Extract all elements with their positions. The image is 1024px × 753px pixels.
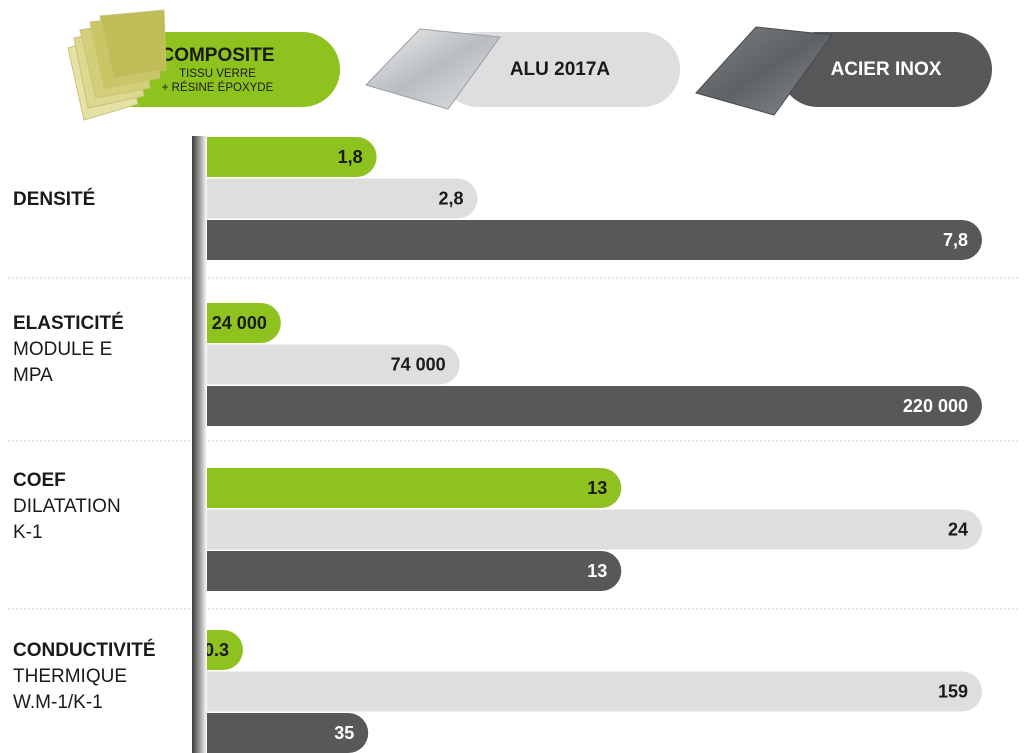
data-label-conductivite-alu: 159 [938,682,968,702]
row-label-title: COEF [13,470,66,491]
row-label-conductivite: CONDUCTIVITÉ THERMIQUE W.M-1/K-1 [13,638,156,716]
row-separator [8,608,1018,610]
bar-densite-alu [195,178,478,219]
bar-densite-composite [195,137,377,177]
row-label-line: MODULE E [13,339,113,360]
row-label-title: ELASTICITÉ [13,313,124,334]
axis-line [192,136,207,753]
data-label-densite-alu: 2,8 [438,189,463,209]
bar-conductivite-composite [195,630,243,670]
row-label-line: K-1 [13,522,43,543]
bar-coef-alu [195,509,983,550]
bar-conductivite-acier [195,713,369,753]
row-label-line: THERMIQUE [13,666,127,687]
row-separator [8,440,1018,442]
row-label-elasticite: ELASTICITÉ MODULE E MPA [13,311,124,389]
data-label-coef-acier: 13 [587,561,607,581]
data-label-densite-acier: 7,8 [943,230,968,250]
alu-sample-icon [365,28,501,110]
legend-composite-title: COMPOSITE [160,44,275,66]
acier-sample-icon [695,26,833,116]
legend-alu-title: ALU 2017A [509,58,611,80]
bar-elasticite-alu [195,344,460,385]
row-label-line: MPA [13,365,53,386]
bar-coef-composite [195,468,622,508]
row-label-line: W.M-1/K-1 [13,692,103,713]
bar-conductivite-alu [195,671,983,712]
data-label-elasticite-alu: 74 000 [391,355,446,375]
bar-coef-acier [195,551,622,591]
row-label-title: CONDUCTIVITÉ [13,640,156,661]
row-label-line: DILATATION [13,496,121,517]
data-label-elasticite-composite: 24 000 [212,313,267,333]
data-label-coef-composite: 13 [587,478,607,498]
data-label-densite-composite: 1,8 [338,147,363,167]
legend-acier-title: ACIER INOX [830,58,942,80]
data-label-conductivite-composite: 0.3 [204,640,229,660]
legend-composite-sub1: TISSU VERRE [179,67,256,80]
row-label-coef: COEF DILATATION K-1 [13,468,121,546]
bar-elasticite-composite [195,303,281,343]
composite-sample-icon [67,9,167,121]
data-label-conductivite-acier: 35 [334,723,354,743]
data-label-elasticite-acier: 220 000 [903,396,968,416]
data-label-coef-alu: 24 [948,520,968,540]
bar-densite-acier [195,220,982,260]
legend-composite-sub2: + RÉSINE ÉPOXYDE [161,81,274,94]
bar-elasticite-acier [195,386,982,426]
row-label-densite: DENSITÉ [13,187,95,213]
row-label-title: DENSITÉ [13,189,96,210]
row-separator [8,277,1018,279]
